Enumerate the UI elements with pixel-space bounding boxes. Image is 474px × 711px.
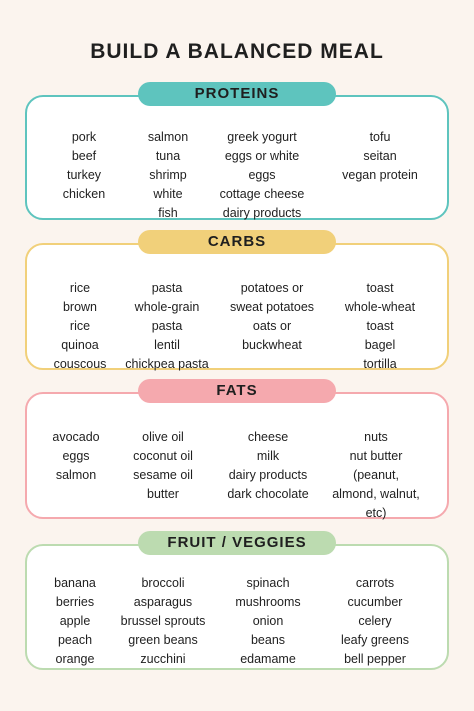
food-item: brussel sprouts [120,614,206,628]
food-item: cheese [247,430,289,444]
proteins-column-2: salmon tuna shrimp white fish [148,128,188,223]
food-item: coconut oil [133,449,193,463]
food-item: leafy greens [340,633,410,647]
fruit-veggies-heading: FRUIT / VEGGIES [138,531,336,555]
food-item: etc) [365,506,387,520]
carbs-column-3: potatoes or sweat potatoes oats or buckw… [230,279,314,355]
food-item: rice [69,281,91,295]
fruit-veggies-column-2: broccoli asparagus brussel sprouts green… [121,574,206,669]
food-item: potatoes or [240,281,304,295]
proteins-heading: PROTEINS [138,82,336,106]
food-item: sesame oil [133,468,193,482]
food-item: chickpea pasta [125,357,209,371]
food-item: berries [55,595,95,609]
fats-column-1: avocado eggs salmon [52,428,99,485]
food-item: eggs or white [224,149,300,163]
food-item: dark chocolate [227,487,309,501]
food-item: pasta [151,319,183,333]
food-item: mushrooms [235,595,301,609]
food-item: fish [158,206,178,220]
food-item: bagel [364,338,396,352]
food-item: bell pepper [344,652,406,666]
fats-card [25,392,449,519]
food-item: vegan protein [342,168,418,182]
food-item: carrots [355,576,395,590]
food-item: pasta [151,281,183,295]
carbs-column-1: rice brown rice quinoa couscous [54,279,107,374]
food-item: asparagus [133,595,193,609]
fruit-veggies-column-3: spinach mushrooms onion beans edamame [235,574,300,669]
food-item: orange [55,652,95,666]
food-item: dairy products [222,206,302,220]
food-item: spinach [246,576,290,590]
food-item: sweat potatoes [229,300,315,314]
food-item: rice [69,319,91,333]
food-item: white [153,187,183,201]
food-item: lentil [154,338,180,352]
food-item: toast [366,319,394,333]
food-item: olive oil [142,430,184,444]
food-item: peach [57,633,93,647]
food-item: turkey [66,168,102,182]
fats-heading: FATS [138,379,336,403]
food-item: toast [366,281,394,295]
fruit-veggies-column-1: banana berries apple peach orange [54,574,96,669]
fats-column-3: cheese milk dairy products dark chocolat… [227,428,308,504]
food-item: almond, walnut, [332,487,420,501]
fruit-veggies-card [25,544,449,670]
food-item: quinoa [61,338,99,352]
proteins-column-4: tofu seitan vegan protein [342,128,418,185]
food-item: brown [62,300,98,314]
food-item: salmon [147,130,189,144]
food-item: eggs [248,168,276,182]
food-item: dairy products [228,468,308,482]
carbs-card [25,243,449,370]
food-item: beef [71,149,97,163]
food-item: butter [147,487,179,501]
food-item: broccoli [141,576,185,590]
carbs-heading: CARBS [138,230,336,254]
food-item: banana [54,576,96,590]
food-item: seitan [363,149,397,163]
food-item: onion [252,614,284,628]
food-item: green beans [128,633,198,647]
food-item: tuna [155,149,181,163]
page-title: BUILD A BALANCED MEAL [90,40,384,63]
food-item: couscous [53,357,107,371]
food-item: whole-grain [134,300,200,314]
proteins-column-3: greek yogurt eggs or white eggs cottage … [220,128,305,223]
food-item: edamame [240,652,296,666]
fats-column-2: olive oil coconut oil sesame oil butter [133,428,193,504]
food-item: nuts [364,430,388,444]
food-item: oats or [252,319,292,333]
food-item: cottage cheese [219,187,305,201]
food-item: milk [256,449,280,463]
fruit-veggies-column-4: carrots cucumber celery leafy greens bel… [341,574,409,669]
food-item: greek yogurt [227,130,297,144]
food-item: celery [358,614,392,628]
food-item: beans [250,633,286,647]
proteins-column-1: pork beef turkey chicken [63,128,105,204]
food-item: whole-wheat [344,300,416,314]
fats-column-4: nuts nut butter (peanut, almond, walnut,… [332,428,420,523]
carbs-column-4: toast whole-wheat toast bagel tortilla [345,279,415,374]
food-item: salmon [55,468,97,482]
food-item: pork [71,130,97,144]
food-item: tofu [369,130,391,144]
food-item: shrimp [149,168,187,182]
carbs-column-2: pasta whole-grain pasta lentil chickpea … [125,279,208,374]
food-item: buckwheat [242,338,302,352]
food-item: nut butter [349,449,403,463]
food-item: zucchini [140,652,186,666]
food-item: cucumber [347,595,403,609]
food-item: apple [59,614,91,628]
food-item: eggs [62,449,90,463]
food-item: (peanut, [353,468,399,482]
food-item: tortilla [363,357,397,371]
food-item: avocado [52,430,100,444]
food-item: chicken [62,187,106,201]
